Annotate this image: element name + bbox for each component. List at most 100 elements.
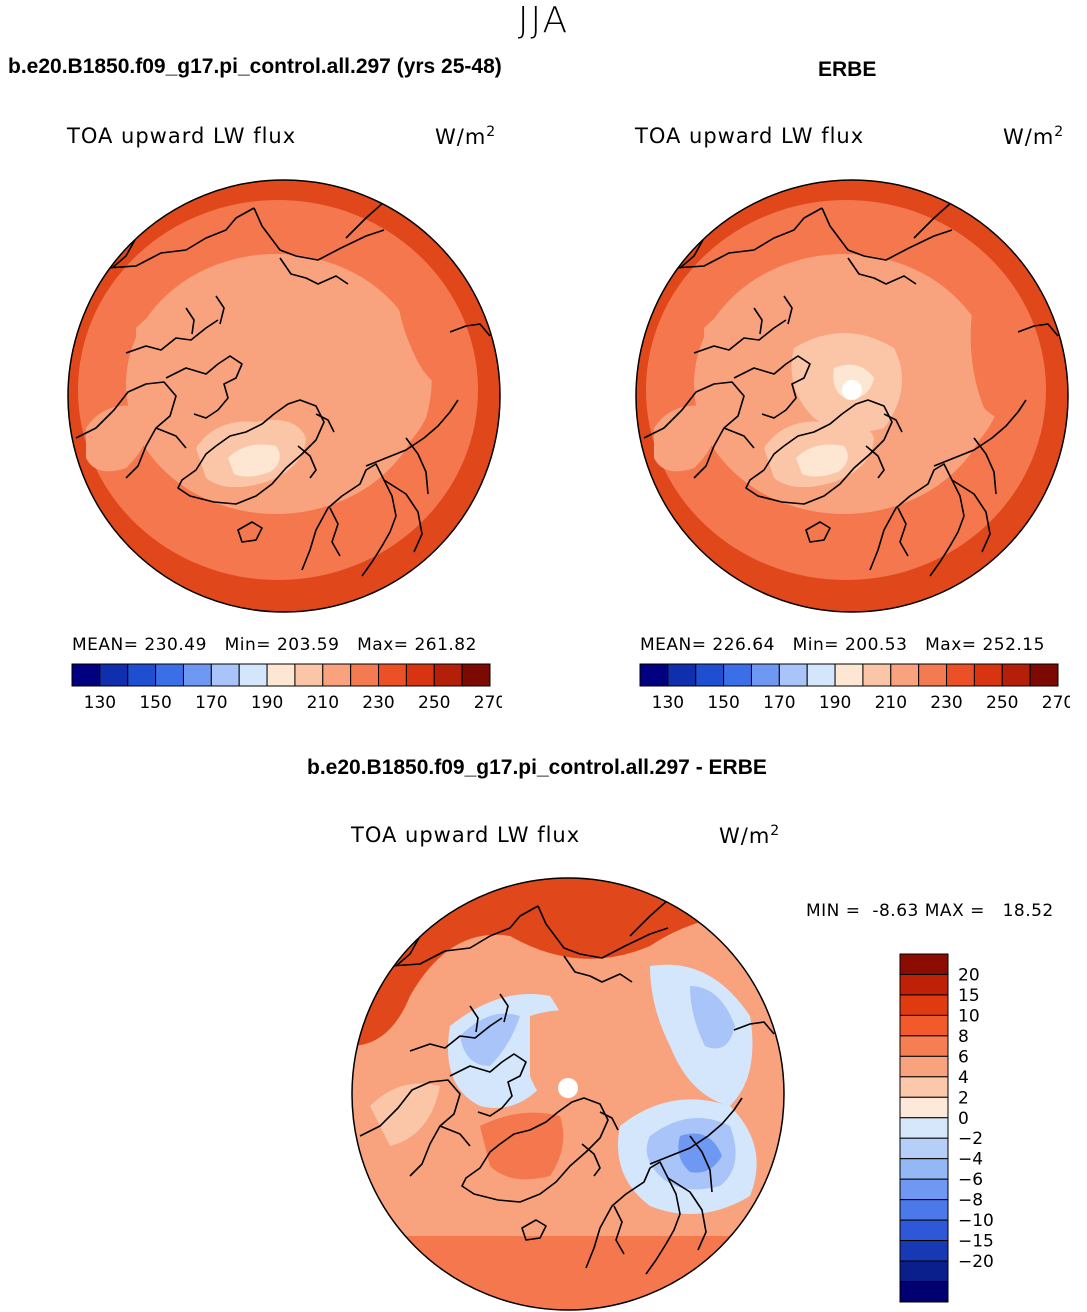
coastline — [733, 1021, 775, 1035]
diff-colorbar-tick-label: −8 — [958, 1191, 983, 1211]
diff-colorbar-tick-label: −4 — [958, 1150, 983, 1170]
coastline — [805, 521, 831, 543]
left-colorbar-swatch — [461, 663, 491, 687]
diff-colorbar-tick-label: 4 — [958, 1068, 969, 1088]
right-colorbar-swatch — [1001, 663, 1031, 687]
diff-polar-map — [351, 877, 785, 1311]
diff-region-pacific-high — [352, 878, 784, 1046]
map-outline — [635, 179, 1069, 613]
left-polar-map — [67, 179, 501, 613]
left-colorbar-tick-label: 250 — [418, 693, 450, 713]
coastline — [345, 201, 385, 239]
coastline — [177, 399, 325, 505]
coastline — [155, 427, 187, 449]
right-units: W/m2 — [1003, 124, 1065, 149]
coastline — [105, 207, 255, 269]
coastline — [973, 437, 997, 495]
right-colorbar-swatch — [862, 663, 892, 687]
coastline — [933, 399, 1027, 467]
left-colorbar-tick-label: 170 — [195, 693, 227, 713]
coastline — [185, 307, 195, 335]
diff-panel-title: b.e20.B1850.f09_g17.pi_control.all.297 -… — [307, 756, 767, 779]
right-colorbar-swatch — [639, 663, 669, 687]
coastline — [865, 445, 885, 479]
diff-region-greenland-warm — [480, 1112, 564, 1180]
left-colorbar-tick-label: 190 — [251, 693, 283, 713]
coastline — [783, 295, 793, 325]
map-outline — [67, 179, 501, 613]
diff-colorbar-swatch — [899, 1260, 949, 1283]
coastline — [733, 355, 811, 419]
pole-missing-data-hole — [842, 380, 862, 400]
left-stats: MEAN= 230.49 Min= 203.59 Max= 261.82 — [72, 635, 477, 655]
coastline — [821, 207, 953, 261]
left-colorbar-swatch — [182, 663, 212, 687]
diff-region-pole-warm — [530, 1010, 632, 1126]
coastline — [215, 295, 225, 325]
diff-region-europe-lowest — [678, 1133, 722, 1173]
coastline — [315, 413, 335, 433]
flux-region-arctic — [136, 283, 432, 475]
coastline — [745, 399, 893, 505]
diff-colorbar-tick-label: 6 — [958, 1047, 969, 1067]
coastline — [405, 437, 429, 495]
coastline — [1017, 323, 1059, 337]
right-colorbar-swatch — [890, 663, 920, 687]
coastline — [723, 427, 755, 449]
right-colorbar: 130 150 170 190 210 230 250 270 — [639, 663, 1070, 713]
right-colorbar-tick-label: 230 — [930, 693, 962, 713]
right-colorbar-swatch — [1029, 663, 1059, 687]
season-title: JJA — [517, 0, 570, 41]
right-colorbar-tick-label: 190 — [819, 693, 851, 713]
right-colorbar-tick-label: 270 — [1042, 693, 1070, 713]
left-colorbar-swatch — [99, 663, 129, 687]
diff-field-title: TOA upward LW flux — [351, 823, 581, 847]
coastline — [439, 1125, 471, 1147]
left-units: W/m2 — [435, 124, 497, 149]
right-stats: MEAN= 226.64 Min= 200.53 Max= 252.15 — [640, 635, 1045, 655]
coastline — [125, 319, 219, 354]
right-colorbar-tick-label: 170 — [763, 693, 795, 713]
pole-missing-data-hole — [558, 1078, 578, 1098]
left-colorbar-tick-label: 230 — [362, 693, 394, 713]
left-colorbar-swatch — [350, 663, 380, 687]
right-colorbar-tick-label: 150 — [707, 693, 739, 713]
coastline — [389, 905, 539, 967]
diff-colorbar-swatch — [899, 1158, 949, 1180]
diff-colorbar-swatch — [899, 1199, 949, 1221]
left-colorbar-swatch — [378, 663, 407, 687]
greenland-min-flux — [796, 444, 848, 477]
coastline — [449, 323, 491, 337]
coastline — [693, 319, 787, 354]
coastline — [537, 905, 669, 959]
diff-colorbar-swatch — [899, 1219, 949, 1242]
greenland-min-flux — [228, 444, 280, 477]
left-field-title: TOA upward LW flux — [67, 124, 297, 148]
coastline — [753, 307, 763, 335]
diff-region-siberia-lower — [690, 986, 735, 1049]
left-colorbar-tick-label: 130 — [84, 693, 116, 713]
left-colorbar-swatch — [294, 663, 324, 687]
coastline — [869, 463, 965, 577]
right-colorbar-tick-label: 210 — [875, 693, 907, 713]
flux-region-siberia — [970, 298, 1034, 420]
coastline — [581, 1143, 601, 1177]
diff-colorbar-tick-label: −2 — [958, 1129, 983, 1149]
coastline — [643, 381, 745, 479]
right-colorbar-swatch — [723, 663, 752, 687]
right-field-title: TOA upward LW flux — [635, 124, 865, 148]
left-colorbar-swatch — [127, 663, 157, 687]
right-colorbar-tick-label: 130 — [652, 693, 684, 713]
coastline — [383, 479, 423, 553]
right-colorbar-swatch — [973, 663, 1003, 687]
coastline — [689, 1135, 713, 1193]
diff-colorbar-swatch — [899, 994, 949, 1016]
left-colorbar-swatch — [155, 663, 184, 687]
coastline — [673, 207, 823, 269]
diff-colorbar-swatch — [899, 1240, 949, 1262]
diff-region-canada-mild — [370, 1083, 440, 1146]
coastline — [469, 1005, 479, 1033]
right-colorbar-tick-label: 250 — [986, 693, 1018, 713]
diff-colorbar-tick-label: −15 — [958, 1232, 994, 1252]
